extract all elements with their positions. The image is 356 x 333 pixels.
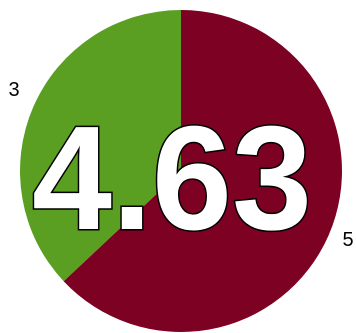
center-value: 4.63 [32,96,312,261]
slice-label-5: 5 [342,229,353,251]
pie-slice-5 [63,10,342,332]
slice-label-3: 3 [8,79,19,101]
pie-slice-3 [19,10,182,282]
pie-slices [19,10,342,332]
